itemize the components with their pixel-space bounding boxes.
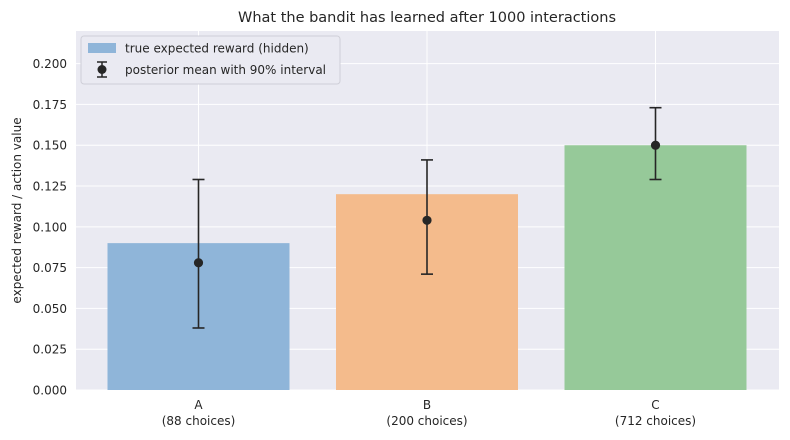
x-tick-label: B <box>423 398 431 412</box>
legend-swatch-bar <box>88 43 116 53</box>
x-tick-label: A <box>194 398 203 412</box>
legend-swatch-errorbar <box>97 61 107 78</box>
y-tick-label: 0.125 <box>33 180 67 194</box>
legend-label-bar: true expected reward (hidden) <box>125 42 309 56</box>
legend-box <box>80 35 341 85</box>
y-tick-label: 0.000 <box>33 384 67 398</box>
y-tick-label: 0.175 <box>33 98 67 112</box>
bar-C <box>564 145 747 390</box>
errorbar-B <box>421 159 433 275</box>
y-tick-label: 0.075 <box>33 261 67 275</box>
legend: true expected reward (hidden) posterior … <box>80 35 341 85</box>
y-tick-label: 0.025 <box>33 343 67 357</box>
error-bars <box>192 106 662 329</box>
chart-title: What the bandit has learned after 1000 i… <box>238 10 616 26</box>
errorbar-A <box>192 178 205 329</box>
posterior-mean-point <box>650 140 661 150</box>
x-tick-sublabel: (88 choices) <box>162 414 236 428</box>
y-axis-label: expected reward / action value <box>10 117 24 303</box>
y-axis-ticks: 0.000 0.025 0.050 0.075 0.100 0.125 0.150 0.175… <box>33 57 67 397</box>
x-tick-label: C <box>651 398 659 412</box>
x-axis-ticks: A (88 choices) B (200 choices) C (712 choices… <box>162 398 696 428</box>
y-tick-label: 0.100 <box>33 220 67 234</box>
posterior-mean-point <box>422 215 432 225</box>
y-tick-label: 0.200 <box>33 57 67 71</box>
y-tick-label: 0.050 <box>33 302 67 316</box>
errorbar-C <box>649 106 662 181</box>
y-tick-label: 0.150 <box>33 139 67 153</box>
x-tick-sublabel: (712 choices) <box>615 414 696 428</box>
x-tick-sublabel: (200 choices) <box>386 414 467 428</box>
legend-label-errorbar: posterior mean with 90% interval <box>125 63 326 77</box>
posterior-mean-point <box>193 258 204 268</box>
